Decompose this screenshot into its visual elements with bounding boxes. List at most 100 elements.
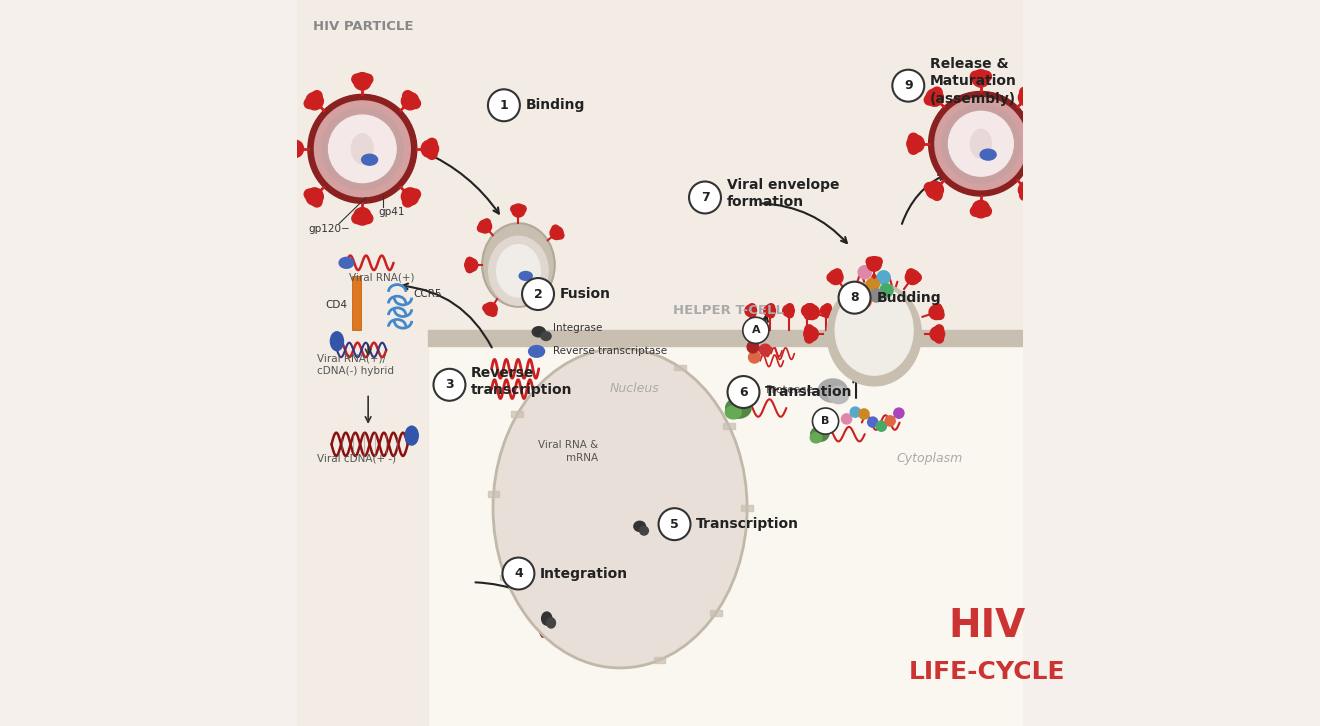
Text: 5: 5 [671,518,678,531]
Circle shape [805,305,820,319]
Ellipse shape [351,134,374,164]
Circle shape [894,408,904,418]
Circle shape [466,266,474,273]
Ellipse shape [541,612,552,625]
Ellipse shape [519,272,532,280]
Circle shape [931,327,945,341]
Circle shape [866,278,879,291]
Text: Viral RNA &
mRNA: Viral RNA & mRNA [539,441,598,462]
Ellipse shape [482,224,554,307]
Circle shape [924,182,935,192]
Ellipse shape [640,526,648,535]
Circle shape [511,205,517,213]
Circle shape [727,376,759,408]
Circle shape [306,188,323,205]
Text: Reverse
transcription: Reverse transcription [471,365,573,397]
Circle shape [807,303,816,312]
Bar [710,611,722,616]
Circle shape [426,139,437,149]
Circle shape [941,105,1020,183]
Circle shape [828,273,836,282]
Bar [742,505,752,511]
Circle shape [970,206,981,216]
Circle shape [906,270,920,285]
Circle shape [747,341,759,353]
Circle shape [1043,134,1053,144]
Circle shape [912,273,921,282]
Circle shape [743,317,768,343]
Circle shape [1027,95,1038,105]
Ellipse shape [726,406,742,419]
Text: Viral envelope
formation: Viral envelope formation [727,178,840,210]
Ellipse shape [810,433,822,443]
Circle shape [805,311,812,318]
Text: 8: 8 [850,291,859,304]
Circle shape [908,144,919,154]
Text: Release &
Maturation
(assembly): Release & Maturation (assembly) [931,57,1016,105]
Circle shape [466,257,474,264]
Circle shape [813,408,838,434]
Circle shape [521,278,554,310]
Ellipse shape [541,332,552,340]
Text: Nucleus: Nucleus [610,382,660,395]
Circle shape [312,91,322,101]
Circle shape [805,325,813,333]
Circle shape [465,258,478,272]
Circle shape [858,266,871,279]
Circle shape [929,305,944,319]
Circle shape [288,149,298,159]
Circle shape [833,269,842,277]
Ellipse shape [818,379,847,402]
Circle shape [876,421,887,431]
Bar [428,346,1023,726]
Circle shape [804,327,818,341]
Text: Viral RNA(+)/
cDNA(-) hybrid: Viral RNA(+)/ cDNA(-) hybrid [317,354,395,376]
Circle shape [363,74,372,84]
Text: gp120−: gp120− [308,224,350,234]
Circle shape [805,335,813,343]
Bar [500,574,511,580]
Text: 4: 4 [513,567,523,580]
Circle shape [932,87,942,97]
Circle shape [981,71,991,81]
Ellipse shape [528,346,545,357]
Text: Viral cDNA(+ -): Viral cDNA(+ -) [317,454,396,464]
Circle shape [484,303,498,316]
Circle shape [1019,182,1036,199]
Circle shape [1019,190,1030,200]
Text: Fusion: Fusion [560,287,611,301]
Circle shape [858,295,871,308]
Bar [428,330,1023,346]
Circle shape [748,303,755,311]
Ellipse shape [981,149,997,160]
Circle shape [838,282,871,314]
Circle shape [824,311,832,318]
Text: gp41: gp41 [379,207,405,217]
Circle shape [314,101,411,197]
Bar [487,491,499,497]
Ellipse shape [634,521,645,531]
Text: Integration: Integration [540,566,628,581]
Circle shape [870,289,883,302]
Circle shape [304,189,314,200]
Text: 7: 7 [701,191,709,204]
Bar [675,364,686,370]
Circle shape [924,95,935,105]
Circle shape [851,284,865,297]
Circle shape [935,335,944,343]
Text: Viral RNA(+): Viral RNA(+) [350,272,414,282]
Circle shape [805,303,812,311]
Circle shape [478,224,484,232]
Text: HELPER T-CELL: HELPER T-CELL [673,304,784,317]
Text: A: A [751,325,760,335]
Circle shape [354,73,371,90]
Circle shape [421,140,438,158]
Text: 1: 1 [499,99,508,112]
Text: LIFE-CYCLE: LIFE-CYCLE [908,659,1065,684]
Text: Budding: Budding [876,290,941,305]
Ellipse shape [836,285,913,375]
Circle shape [892,70,924,102]
Circle shape [363,213,372,224]
Circle shape [867,256,882,271]
Circle shape [874,257,882,266]
